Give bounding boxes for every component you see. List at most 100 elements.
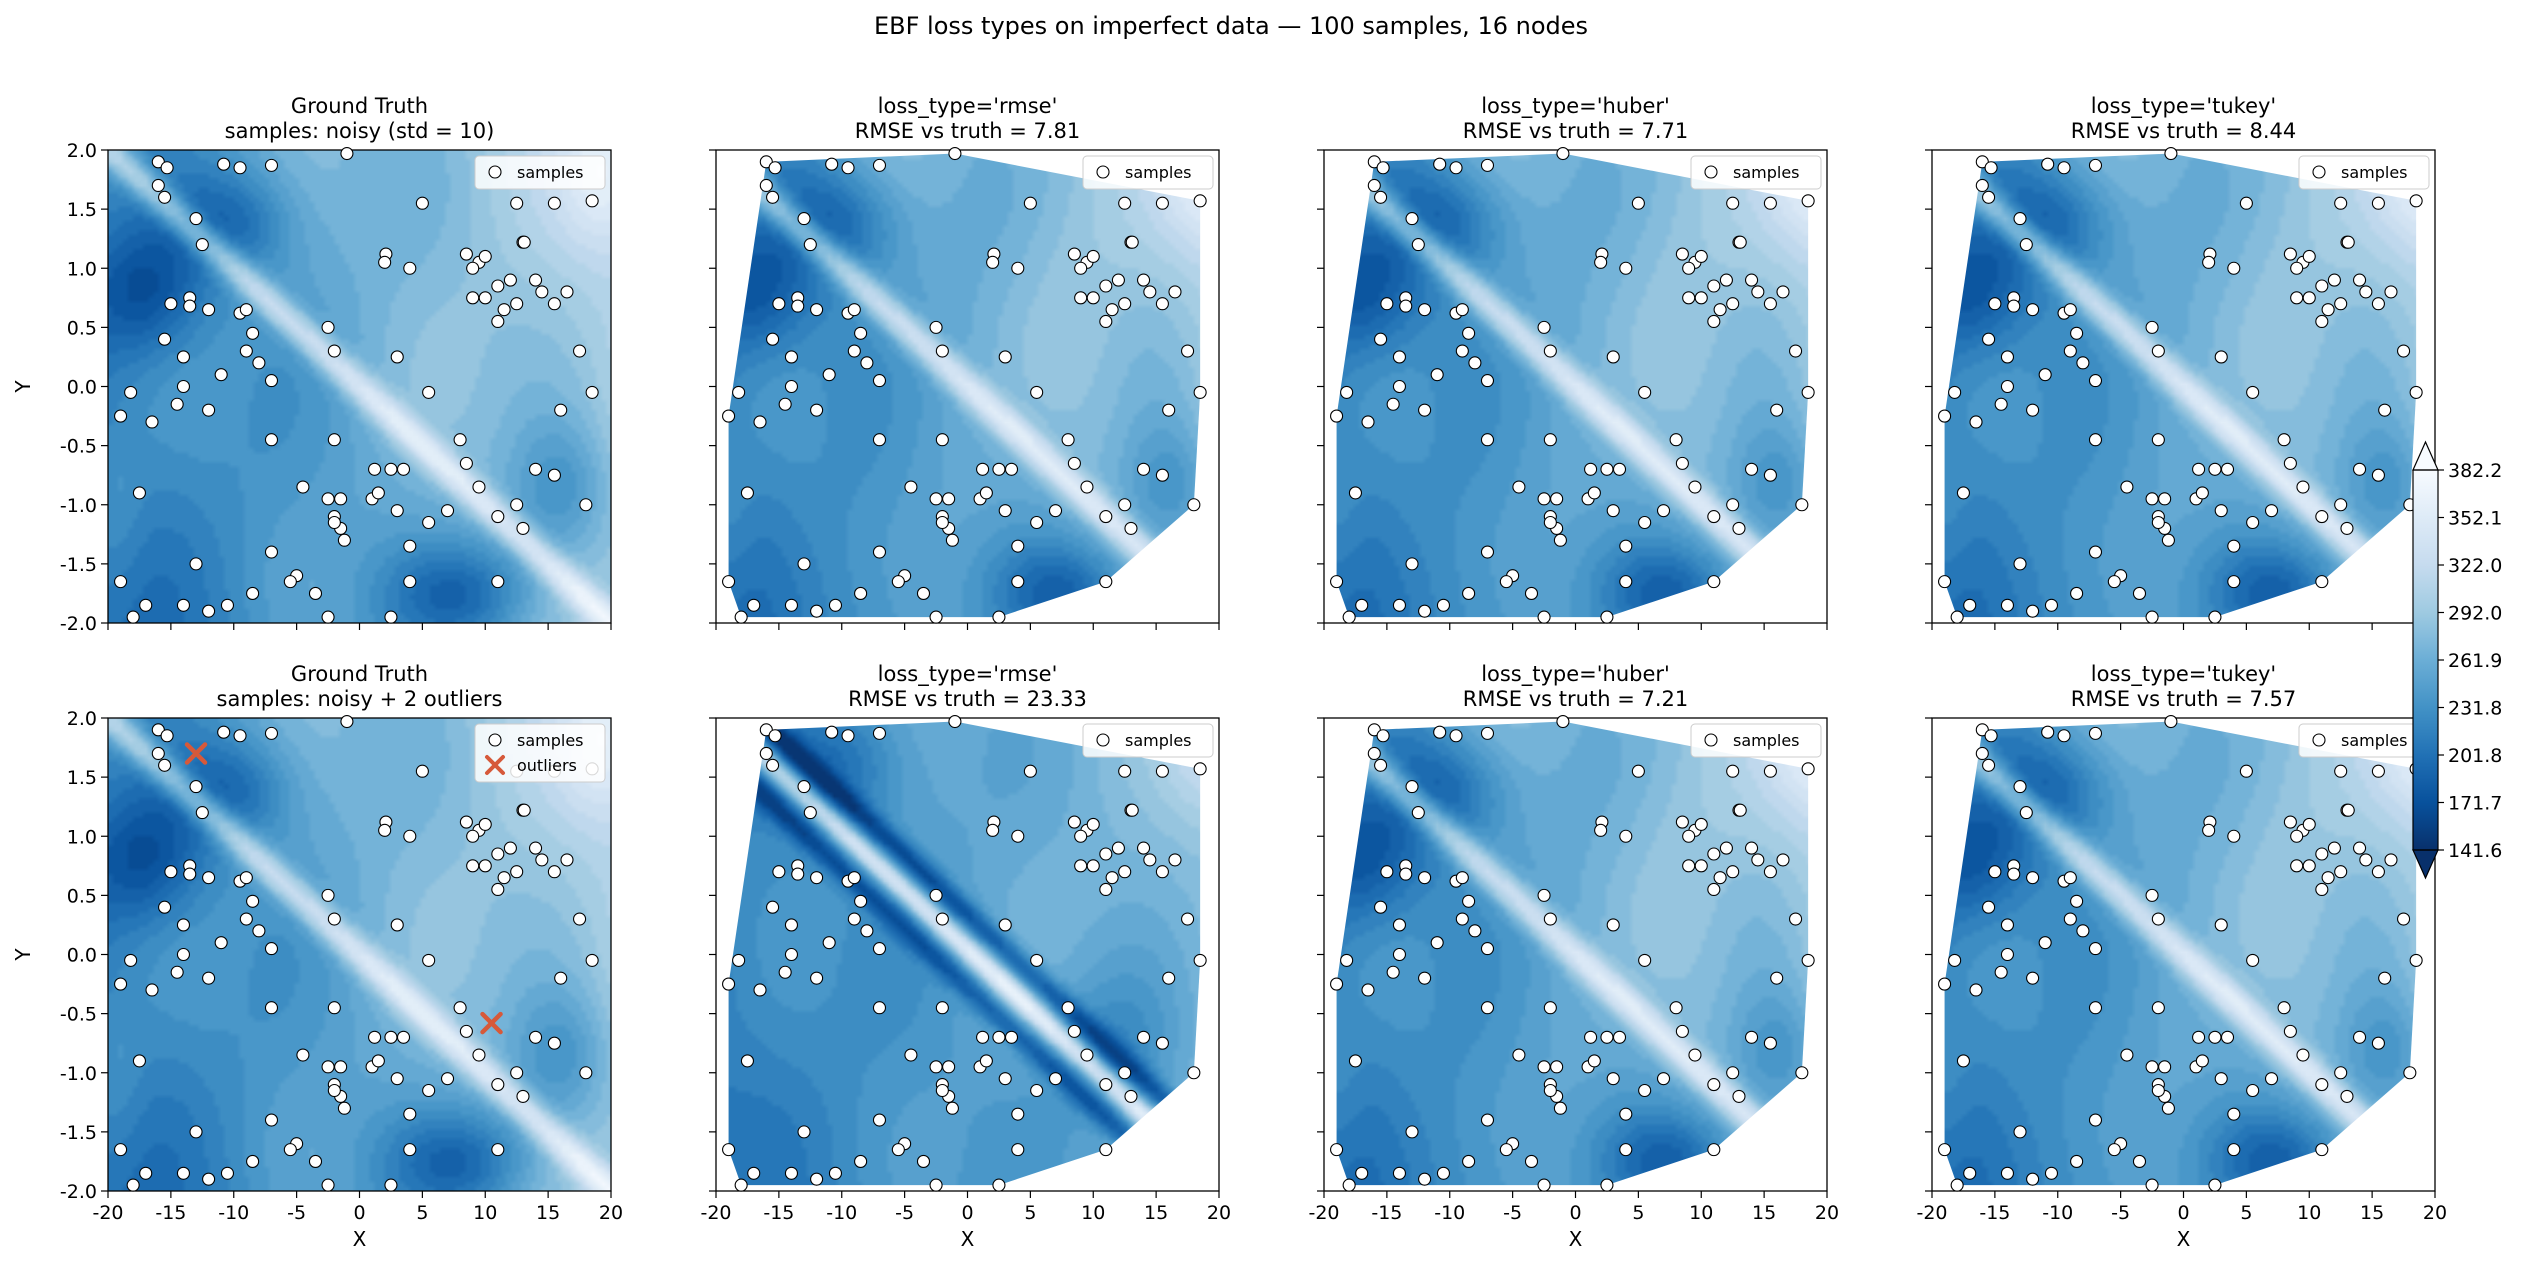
sample-point [2227, 575, 2241, 589]
sample-point [1938, 575, 1952, 589]
sample-point [797, 557, 811, 571]
sample-point [2290, 261, 2304, 275]
sample-point [2296, 480, 2310, 494]
sample-point [2290, 829, 2304, 843]
sample-point [753, 415, 767, 429]
sample-point [1376, 161, 1390, 175]
sample-point [2315, 510, 2329, 524]
x-tick-label: 15 [1752, 1202, 1776, 1224]
sample-point [784, 598, 799, 612]
sample-point [2026, 604, 2040, 618]
sample-point [384, 610, 398, 624]
sample-point [2164, 714, 2178, 729]
sample-point [516, 521, 530, 535]
sample-point [466, 829, 480, 843]
sample-point [740, 1054, 754, 1068]
sample-point [1480, 158, 1495, 172]
sample-point [1480, 942, 1495, 956]
sample-point [1656, 1072, 1671, 1086]
sample-point [1118, 196, 1132, 210]
sample-point [2290, 859, 2304, 873]
sample-point [1795, 498, 1809, 512]
sample-point [1707, 1078, 1721, 1092]
x-tick-label: 10 [473, 1202, 497, 1224]
legend: samples [1690, 723, 1822, 758]
legend: samples [1082, 155, 1214, 190]
sample-point [2208, 462, 2222, 476]
legend: samples [2298, 723, 2430, 758]
sample-point [1550, 1060, 1564, 1074]
sample-point [1011, 539, 1025, 553]
sample-point [1405, 557, 1419, 571]
sample-point [327, 912, 341, 926]
sample-point [1187, 1066, 1201, 1080]
sample-point [860, 356, 874, 370]
sample-point [2192, 462, 2206, 476]
x-tick-label: -15 [763, 1202, 794, 1224]
sample-point [390, 350, 404, 364]
sample-point [1638, 1083, 1652, 1098]
sample-point [1984, 729, 1998, 743]
sample-point [847, 912, 861, 926]
sample-point [1193, 385, 1207, 399]
sample-point [872, 545, 887, 559]
sample-point [2296, 1048, 2310, 1062]
sample-point [1067, 247, 1081, 261]
sample-point [979, 486, 993, 500]
sample-point [1606, 918, 1620, 932]
sample-point [1392, 379, 1406, 394]
sample-point [1086, 859, 1100, 873]
sample-point [327, 1083, 341, 1098]
sample-point [1553, 533, 1567, 547]
sample-point [1155, 297, 1169, 311]
sample-point [1355, 1166, 1369, 1180]
sample-point [1111, 273, 1125, 287]
sample-point [2145, 492, 2159, 506]
sample-point [1011, 575, 1025, 589]
sample-point [1462, 1154, 1476, 1168]
sample-point [2192, 1030, 2206, 1044]
sample-point [528, 273, 543, 287]
sample-point [929, 320, 943, 334]
sample-point [1137, 1030, 1151, 1044]
sample-point [2214, 504, 2228, 518]
sample-point [560, 853, 574, 867]
figure-title: EBF loss types on imperfect data — 100 s… [874, 12, 1588, 40]
sample-point [2063, 871, 2077, 885]
sample-point [308, 586, 323, 600]
sample-point [264, 545, 279, 559]
sample-point [2359, 285, 2373, 299]
sample-point [2353, 1030, 2367, 1044]
sample-point [176, 350, 190, 364]
sample-point [1770, 403, 1784, 417]
sample-point [1342, 610, 1356, 624]
sample-point [810, 303, 824, 317]
y-tick-label: 1.5 [67, 767, 97, 789]
sample-point [2327, 841, 2341, 855]
sample-point [948, 714, 962, 729]
colorbar-tick-label: 141.6 [2448, 840, 2502, 862]
sample-point [2151, 1001, 2165, 1015]
sample-point [415, 196, 429, 210]
sample-point [160, 161, 174, 175]
sample-point [2353, 462, 2367, 476]
sample-point [535, 853, 549, 867]
sample-point [847, 344, 861, 358]
x-tick-label: 10 [1081, 1202, 1105, 1224]
sample-point [2246, 1083, 2260, 1098]
sample-point [1801, 953, 1815, 967]
sample-point [1011, 261, 1025, 275]
sample-point [942, 492, 956, 506]
sample-point [1436, 1166, 1451, 1180]
sample-point [2334, 1066, 2348, 1080]
sample-point [1099, 314, 1113, 329]
x-tick-label: 20 [2423, 1202, 2447, 1224]
sample-point [2088, 374, 2103, 388]
contour-field [108, 718, 611, 1191]
sample-point [1795, 1066, 1809, 1080]
sample-point [2195, 486, 2209, 500]
y-tick-label: 1.0 [67, 258, 97, 280]
sample-point [1745, 462, 1759, 476]
sample-point [1137, 841, 1151, 855]
x-tick-label: 0 [961, 1202, 973, 1224]
